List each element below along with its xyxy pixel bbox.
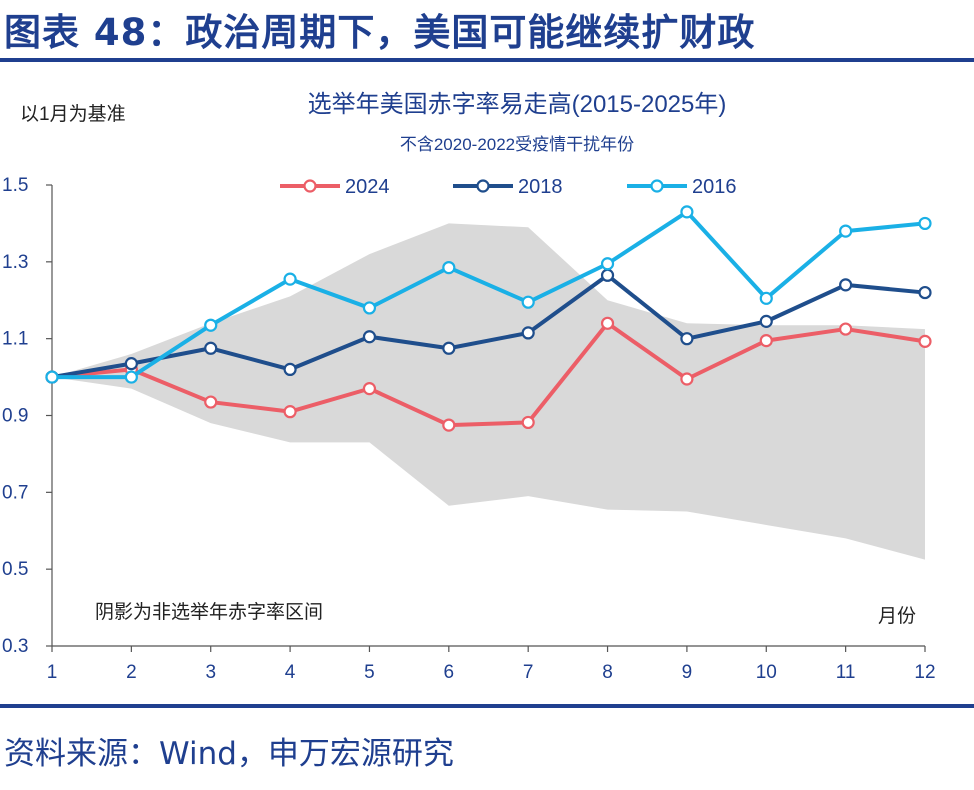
y-tick-label: 0.9 — [2, 406, 28, 427]
figure-title: 图表 48：政治周期下，美国可能继续扩财政 — [4, 11, 756, 54]
x-tick-label: 2 — [126, 662, 137, 683]
y-tick-label: 1.5 — [2, 175, 28, 196]
legend-item-2018: 2018 — [453, 176, 563, 198]
data-point-2016 — [918, 216, 932, 231]
legend-swatch-marker — [476, 179, 490, 193]
legend-item-2024: 2024 — [280, 176, 390, 198]
data-point-2016 — [283, 272, 297, 286]
data-point-2018 — [680, 332, 694, 346]
series-2016 — [45, 205, 932, 384]
x-tick-label: 1 — [47, 662, 58, 683]
data-point-2024 — [680, 372, 694, 386]
data-point-2024 — [442, 418, 456, 432]
data-point-2016 — [839, 224, 853, 238]
legend-swatch-marker — [650, 179, 664, 193]
x-tick-label: 9 — [682, 662, 693, 683]
series-line-2018 — [51, 273, 926, 380]
chart-subtitle: 不含2020-2022受疫情干扰年份 — [400, 135, 634, 154]
x-axis-label: 月份 — [878, 605, 916, 627]
source-note: 资料来源：Wind，申万宏源研究 — [4, 736, 454, 772]
data-point-2018 — [362, 330, 377, 344]
x-tick-label: 11 — [836, 662, 856, 683]
data-point-2018 — [918, 285, 932, 300]
y-tick-label: 1.1 — [2, 329, 28, 350]
series-2018 — [45, 268, 932, 384]
legend: 2024 2018 2016 — [280, 176, 737, 198]
data-point-2024 — [759, 333, 773, 348]
data-point-2018 — [204, 341, 218, 355]
y-tick-label: 1.3 — [2, 252, 28, 273]
series-line-2024 — [51, 321, 926, 428]
y-tick-label: 0.5 — [2, 559, 28, 580]
legend-label: 2016 — [692, 176, 737, 198]
data-point-2016 — [600, 257, 615, 271]
legend-item-2016: 2016 — [627, 176, 737, 198]
x-tick-label: 8 — [602, 662, 613, 683]
legend-label: 2024 — [345, 176, 390, 198]
data-point-2018 — [600, 268, 615, 282]
bottom-divider — [0, 704, 974, 708]
data-point-2016 — [124, 370, 138, 384]
data-point-2024 — [600, 316, 615, 330]
series-2024 — [45, 316, 932, 432]
x-tick-label: 12 — [914, 662, 935, 683]
x-tick-label: 6 — [444, 662, 455, 683]
data-point-2016 — [442, 260, 456, 275]
data-point-2018 — [521, 326, 535, 340]
y-axis-label: 以1月为基准 — [20, 103, 126, 125]
series-line-2016 — [52, 209, 926, 380]
data-point-2024 — [283, 405, 297, 419]
data-point-2018 — [839, 278, 853, 292]
top-divider — [0, 58, 974, 62]
data-point-2024 — [204, 395, 218, 409]
chart-title: 选举年美国赤字率易走高(2015-2025年) — [308, 91, 727, 118]
y-tick-label: 0.3 — [2, 636, 28, 657]
data-point-2016 — [521, 295, 535, 309]
data-point-2024 — [839, 322, 853, 336]
x-tick-label: 7 — [523, 662, 534, 683]
data-point-2016 — [204, 318, 218, 332]
data-point-2024 — [918, 334, 932, 348]
data-point-2024 — [362, 382, 377, 396]
data-point-2016 — [680, 205, 694, 219]
x-tick-label: 4 — [285, 662, 296, 683]
data-point-2016 — [759, 291, 773, 305]
data-point-2024 — [521, 415, 535, 430]
data-point-2018 — [759, 314, 773, 328]
data-point-2016 — [45, 370, 59, 384]
y-tick-label: 0.7 — [2, 482, 28, 503]
legend-label: 2018 — [518, 176, 563, 198]
legend-swatch-marker — [303, 179, 317, 193]
data-point-2018 — [283, 362, 297, 376]
data-point-2016 — [362, 301, 377, 315]
non-election-band — [52, 223, 925, 560]
band-note: 阴影为非选举年赤字率区间 — [95, 601, 323, 623]
data-point-2018 — [124, 357, 138, 371]
x-tick-label: 10 — [756, 662, 777, 683]
x-tick-label: 3 — [205, 662, 216, 683]
data-point-2018 — [442, 341, 456, 355]
x-tick-label: 5 — [364, 662, 375, 683]
